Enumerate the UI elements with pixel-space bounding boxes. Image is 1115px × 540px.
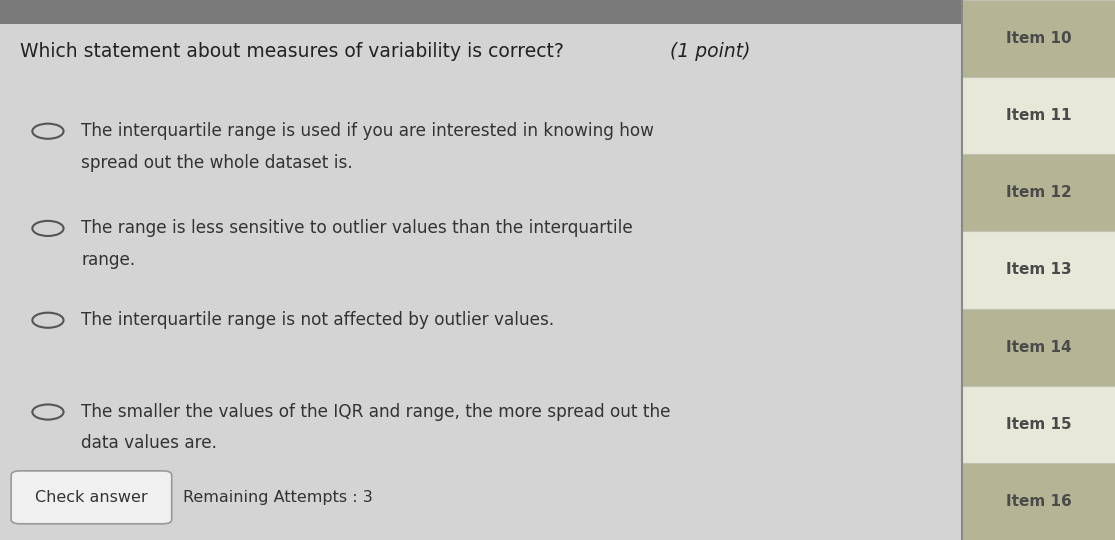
Text: Item 12: Item 12 [1006,185,1072,200]
Text: Item 14: Item 14 [1006,340,1072,355]
Text: The interquartile range is not affected by outlier values.: The interquartile range is not affected … [81,311,554,329]
Text: Which statement about measures of variability is correct?: Which statement about measures of variab… [20,42,564,61]
Text: Item 16: Item 16 [1006,494,1072,509]
Text: range.: range. [81,251,136,269]
Text: Item 10: Item 10 [1006,31,1072,46]
Text: The interquartile range is used if you are interested in knowing how: The interquartile range is used if you a… [81,122,655,140]
Text: The range is less sensitive to outlier values than the interquartile: The range is less sensitive to outlier v… [81,219,633,238]
FancyBboxPatch shape [962,154,1115,232]
Text: Item 15: Item 15 [1006,417,1072,432]
Text: The smaller the values of the IQR and range, the more spread out the: The smaller the values of the IQR and ra… [81,403,671,421]
FancyBboxPatch shape [962,232,1115,308]
Text: Item 11: Item 11 [1006,108,1072,123]
Text: data values are.: data values are. [81,434,217,453]
FancyBboxPatch shape [0,24,962,540]
FancyBboxPatch shape [11,471,172,524]
FancyBboxPatch shape [962,463,1115,540]
FancyBboxPatch shape [962,0,1115,77]
Text: spread out the whole dataset is.: spread out the whole dataset is. [81,153,353,172]
Text: (1 point): (1 point) [665,42,750,61]
FancyBboxPatch shape [962,77,1115,154]
FancyBboxPatch shape [0,0,962,24]
Text: Remaining Attempts : 3: Remaining Attempts : 3 [183,490,372,505]
FancyBboxPatch shape [962,386,1115,463]
Text: Item 13: Item 13 [1006,262,1072,278]
FancyBboxPatch shape [962,308,1115,386]
Text: Check answer: Check answer [35,490,148,505]
